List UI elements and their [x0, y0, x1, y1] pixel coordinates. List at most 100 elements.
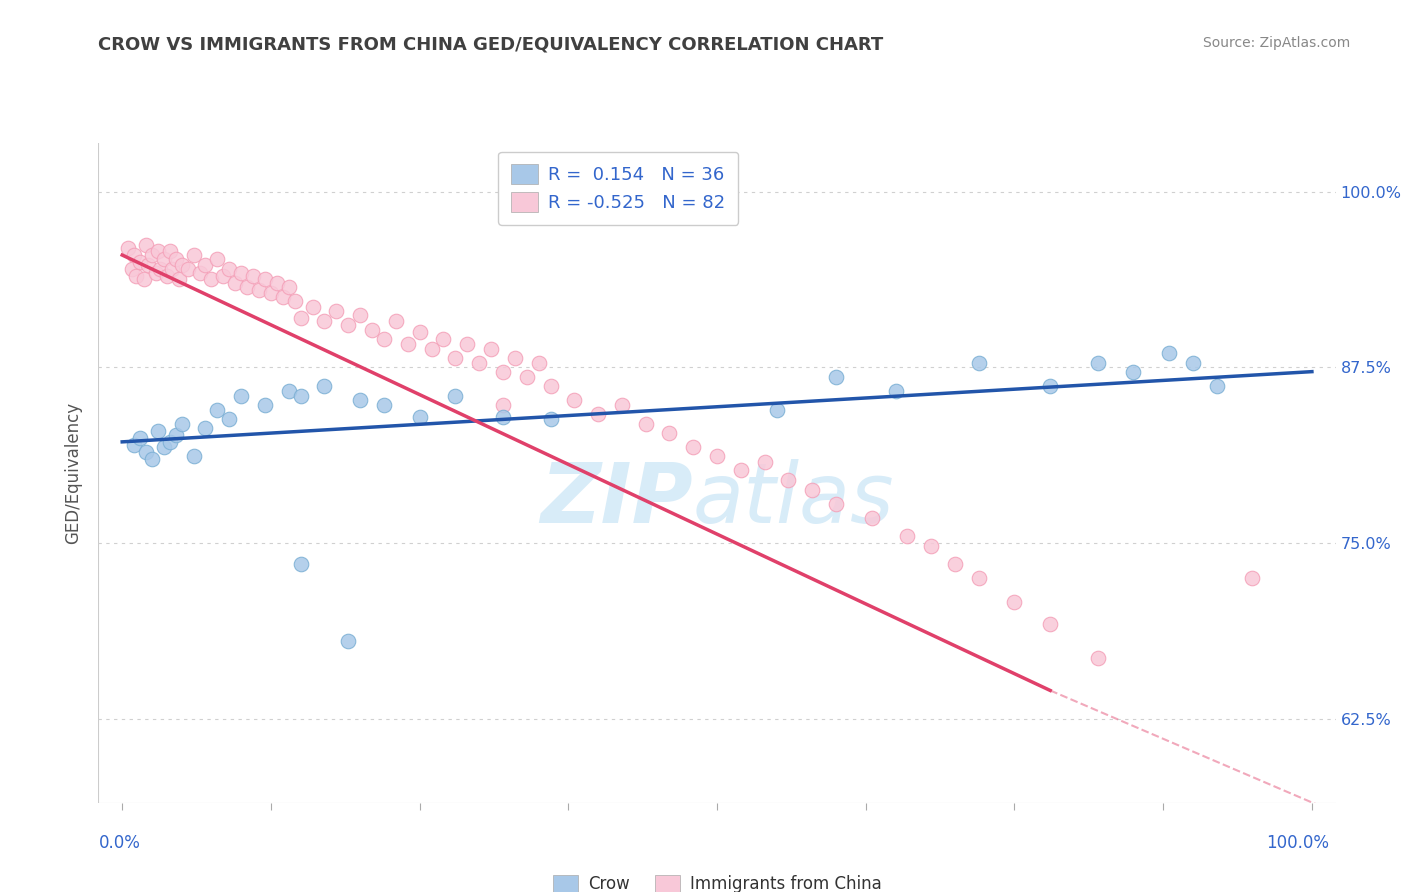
Point — [290, 557, 312, 571]
Point — [266, 276, 288, 290]
Point — [540, 378, 562, 392]
Point — [967, 356, 990, 370]
Point — [1087, 356, 1109, 370]
Point — [207, 252, 229, 267]
Point — [444, 351, 467, 365]
Point — [141, 248, 163, 262]
Point — [236, 280, 259, 294]
Point — [165, 427, 187, 442]
Point — [159, 244, 181, 258]
Point — [284, 294, 307, 309]
Point — [277, 280, 299, 294]
Point — [183, 449, 205, 463]
Point — [1205, 378, 1227, 392]
Point — [153, 252, 176, 267]
Point — [492, 365, 515, 379]
Point — [527, 356, 550, 370]
Point — [492, 409, 515, 424]
Point — [860, 510, 883, 524]
Point — [503, 351, 526, 365]
Point — [349, 309, 371, 323]
Point — [169, 272, 191, 286]
Point — [920, 539, 942, 553]
Point — [271, 290, 294, 304]
Point — [801, 483, 824, 497]
Point — [1181, 356, 1204, 370]
Point — [290, 311, 312, 326]
Point — [145, 266, 167, 280]
Point — [516, 370, 538, 384]
Point — [943, 557, 966, 571]
Point — [1004, 595, 1026, 609]
Point — [730, 463, 752, 477]
Point — [290, 388, 312, 402]
Point — [253, 272, 276, 286]
Point — [468, 356, 491, 370]
Point — [218, 262, 240, 277]
Point — [658, 426, 681, 441]
Point — [135, 444, 157, 458]
Point — [247, 283, 270, 297]
Point — [231, 388, 253, 402]
Point — [170, 258, 193, 272]
Text: 100.0%: 100.0% — [1265, 834, 1329, 852]
Point — [314, 378, 336, 392]
Y-axis label: GED/Equivalency: GED/Equivalency — [65, 401, 83, 544]
Point — [194, 421, 217, 435]
Point — [231, 266, 253, 280]
Point — [176, 262, 198, 277]
Point — [361, 322, 384, 336]
Point — [129, 255, 152, 269]
Point — [207, 402, 229, 417]
Point — [385, 314, 408, 328]
Point — [896, 529, 918, 543]
Point — [212, 269, 235, 284]
Point — [141, 451, 163, 466]
Point — [156, 269, 179, 284]
Point — [967, 571, 990, 585]
Point — [778, 473, 800, 487]
Point — [408, 409, 430, 424]
Point — [146, 244, 169, 258]
Point — [349, 392, 371, 407]
Point — [825, 497, 848, 511]
Point — [1087, 651, 1109, 665]
Point — [314, 314, 336, 328]
Point — [183, 248, 205, 262]
Point — [132, 272, 155, 286]
Point — [706, 449, 728, 463]
Text: ZIP: ZIP — [540, 458, 692, 540]
Point — [1241, 571, 1264, 585]
Point — [373, 332, 395, 346]
Point — [146, 424, 169, 438]
Point — [408, 326, 430, 340]
Point — [117, 241, 139, 255]
Text: atlas: atlas — [692, 458, 894, 540]
Point — [122, 248, 145, 262]
Point — [634, 417, 657, 431]
Point — [194, 258, 217, 272]
Point — [135, 238, 157, 252]
Point — [825, 370, 848, 384]
Point — [444, 388, 467, 402]
Point — [540, 412, 562, 426]
Point — [125, 269, 148, 284]
Point — [479, 342, 502, 356]
Point — [396, 336, 419, 351]
Legend: Crow, Immigrants from China: Crow, Immigrants from China — [546, 868, 889, 892]
Point — [200, 272, 222, 286]
Point — [420, 342, 443, 356]
Point — [160, 262, 183, 277]
Point — [754, 454, 776, 468]
Point — [138, 258, 160, 272]
Point — [432, 332, 454, 346]
Point — [149, 262, 172, 277]
Point — [260, 285, 283, 300]
Point — [492, 398, 515, 412]
Text: Source: ZipAtlas.com: Source: ZipAtlas.com — [1202, 36, 1350, 50]
Point — [456, 336, 478, 351]
Point — [1039, 378, 1062, 392]
Point — [337, 634, 360, 648]
Point — [765, 402, 787, 417]
Point — [129, 431, 152, 445]
